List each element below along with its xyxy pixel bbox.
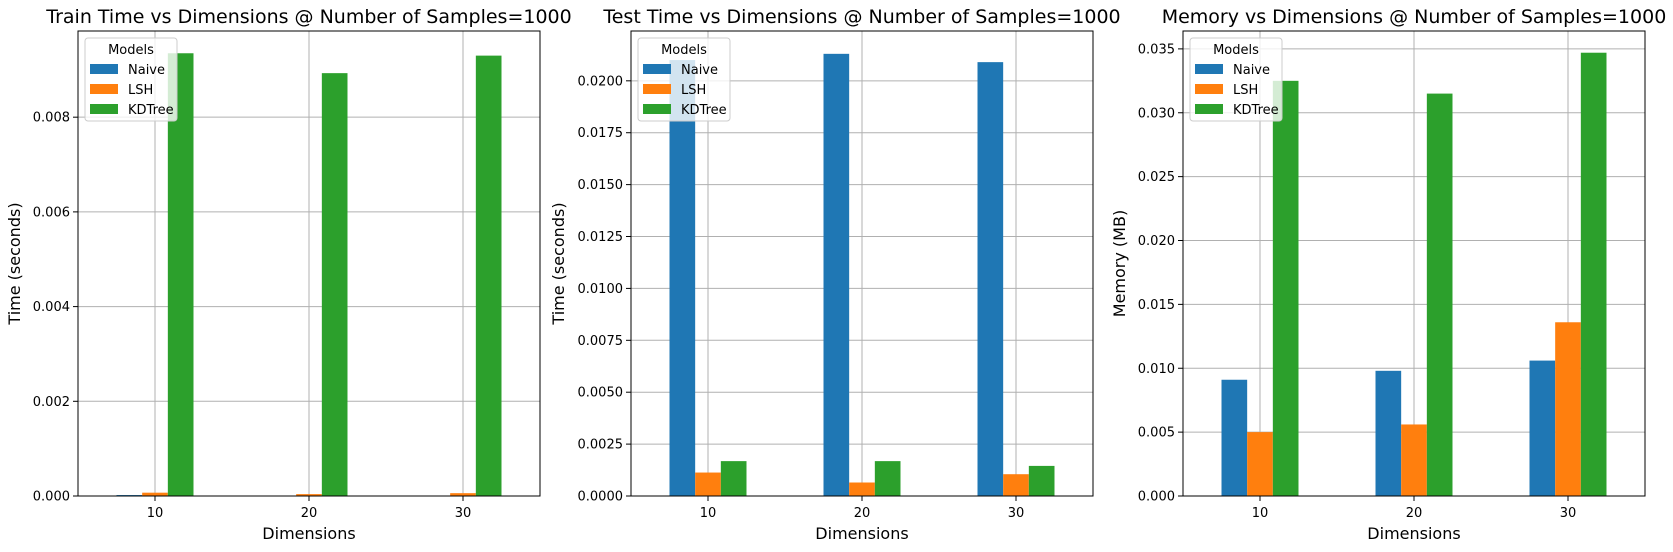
bar-lsh-30 [450, 493, 476, 496]
x-axis-label: Dimensions [262, 524, 355, 543]
subplot-1: 0.000 0.002 0.004 0.006 0.008 10 20 30 Train Tim… [5, 6, 572, 543]
y-tick-label: 0.0200 [578, 74, 624, 89]
legend-label-naive: Naive [128, 63, 165, 78]
legend-swatch-naive [643, 64, 671, 74]
bar-naive-20 [1375, 370, 1402, 496]
legend-label-kdtree: KDTree [1233, 103, 1279, 118]
y-tick-label: 0.035 [1138, 42, 1175, 57]
bar-kdtree-10 [720, 461, 747, 496]
legend-swatch-kdtree [90, 104, 118, 114]
legend-swatch-lsh [90, 84, 118, 94]
bar-lsh-30 [1003, 474, 1029, 496]
bar-naive-10 [1221, 379, 1248, 496]
legend-label-naive: Naive [1233, 63, 1270, 78]
x-tick-label: 30 [455, 506, 472, 521]
y-tick-label: 0.0000 [578, 490, 624, 505]
y-axis-label: Time (seconds) [549, 202, 568, 325]
x-tick-label: 20 [301, 506, 318, 521]
y-tick-label: 0.006 [33, 205, 70, 220]
x-tick-label: 30 [1560, 506, 1577, 521]
bars [1221, 52, 1607, 497]
legend: Models Naive LSH KDTree [637, 37, 731, 122]
bar-kdtree-30 [475, 55, 502, 496]
y-tick-label: 0.0050 [578, 386, 624, 401]
bar-kdtree-20 [1426, 93, 1453, 496]
x-axis-label: Dimensions [1367, 524, 1460, 543]
y-tick-label: 0.000 [33, 490, 70, 505]
bars [116, 53, 502, 496]
y-tick-label: 0.030 [1138, 106, 1175, 121]
bar-kdtree-30 [1580, 52, 1607, 496]
x-tick-label: 30 [1008, 506, 1025, 521]
bars [669, 53, 1055, 497]
subplot-3: 0.000 0.005 0.010 0.015 0.020 0.025 0.030 0.035… [1110, 6, 1666, 543]
bar-lsh-20 [296, 494, 322, 496]
bar-lsh-30 [1555, 322, 1581, 496]
y-tick-label: 0.020 [1138, 234, 1175, 249]
legend-title: Models [661, 43, 707, 58]
y-tick-label: 0.005 [1138, 426, 1175, 441]
bar-lsh-20 [1401, 424, 1427, 496]
bar-kdtree-10 [167, 53, 194, 496]
y-tick-label: 0.0100 [578, 282, 624, 297]
y-tick-label: 0.025 [1138, 170, 1175, 185]
bar-lsh-10 [1247, 432, 1273, 496]
legend-box [84, 37, 178, 122]
bar-naive-30 [977, 62, 1004, 496]
y-tick-label: 0.0150 [578, 178, 624, 193]
bar-lsh-10 [142, 492, 168, 496]
chart-title: Memory vs Dimensions @ Number of Samples… [1162, 6, 1667, 28]
x-tick-label: 10 [700, 506, 717, 521]
x-tick-label: 20 [854, 506, 871, 521]
y-tick-label: 0.0175 [578, 126, 624, 141]
legend-title: Models [1213, 43, 1259, 58]
bar-kdtree-30 [1028, 465, 1055, 496]
y-tick-label: 0.008 [33, 111, 70, 126]
chart-title: Test Time vs Dimensions @ Number of Samp… [602, 6, 1120, 28]
bar-kdtree-10 [1272, 80, 1299, 497]
y-tick-label: 0.000 [1138, 490, 1175, 505]
legend-box [637, 37, 731, 122]
legend-swatch-naive [1195, 64, 1223, 74]
bar-kdtree-20 [321, 73, 348, 496]
legend-box [1189, 37, 1283, 122]
legend-label-lsh: LSH [128, 83, 153, 98]
legend-label-naive: Naive [681, 63, 718, 78]
legend-title: Models [108, 43, 154, 58]
y-tick-label: 0.010 [1138, 362, 1175, 377]
x-tick-label: 10 [1252, 506, 1269, 521]
bar-naive-20 [823, 53, 850, 497]
bar-naive-10 [669, 60, 696, 496]
legend-swatch-kdtree [643, 104, 671, 114]
bar-kdtree-20 [874, 461, 901, 496]
y-axis-label: Time (seconds) [5, 202, 24, 325]
y-tick-label: 0.0125 [578, 230, 624, 245]
x-tick-label: 20 [1406, 506, 1423, 521]
y-tick-label: 0.015 [1138, 298, 1175, 313]
legend-label-lsh: LSH [681, 83, 706, 98]
x-tick-label: 10 [147, 506, 164, 521]
y-tick-label: 0.002 [33, 395, 70, 410]
x-axis-label: Dimensions [815, 524, 908, 543]
bar-lsh-10 [695, 472, 721, 496]
legend-swatch-kdtree [1195, 104, 1223, 114]
legend-label-kdtree: KDTree [128, 103, 174, 118]
y-axis-label: Memory (MB) [1110, 210, 1129, 317]
legend-swatch-lsh [643, 84, 671, 94]
chart-title: Train Time vs Dimensions @ Number of Sam… [45, 6, 571, 28]
legend-label-kdtree: KDTree [681, 103, 727, 118]
legend: Models Naive LSH KDTree [1189, 37, 1283, 122]
y-tick-label: 0.004 [33, 300, 70, 315]
legend: Models Naive LSH KDTree [84, 37, 178, 122]
subplot-2: 0.0000 0.0025 0.0050 0.0075 0.0100 0.0125 0.01… [549, 6, 1121, 543]
legend-label-lsh: LSH [1233, 83, 1258, 98]
y-tick-label: 0.0025 [578, 438, 624, 453]
bar-naive-30 [1529, 360, 1556, 496]
y-tick-label: 0.0075 [578, 334, 624, 349]
legend-swatch-naive [90, 64, 118, 74]
bar-lsh-20 [849, 482, 875, 496]
legend-swatch-lsh [1195, 84, 1223, 94]
